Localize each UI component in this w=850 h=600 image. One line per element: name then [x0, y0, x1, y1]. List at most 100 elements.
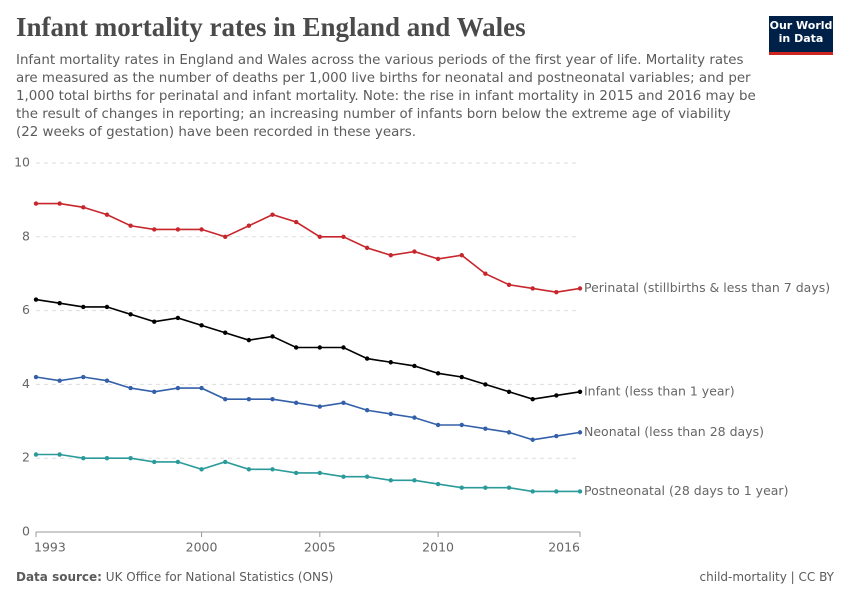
series-label[interactable]: Perinatal (stillbirths & less than 7 day…: [584, 280, 830, 295]
data-point: [104, 378, 110, 383]
data-point: [388, 253, 393, 258]
data-point: [483, 271, 488, 276]
data-point: [152, 459, 157, 465]
data-point: [388, 411, 393, 417]
data-point: [270, 396, 275, 402]
data-point: [199, 467, 204, 472]
data-point: [152, 389, 157, 394]
series-line: [36, 453, 580, 493]
title: Infant mortality rates in England and Wa…: [16, 12, 526, 42]
data-point: [81, 374, 86, 380]
series-label[interactable]: Neonatal (less than 28 days): [584, 424, 764, 439]
data-point: [293, 345, 299, 350]
x-tick-label: 2016: [548, 540, 580, 555]
data-point: [341, 474, 346, 479]
data-point: [199, 227, 204, 232]
data-point: [81, 304, 86, 310]
data-point: [435, 481, 441, 487]
data-point: [128, 312, 133, 317]
data-point: [199, 385, 204, 391]
series-label[interactable]: Postneonatal (28 days to 1 year): [584, 483, 788, 498]
data-point: [412, 363, 417, 369]
data-point: [577, 489, 583, 494]
data-point: [506, 282, 512, 287]
data-point: [317, 470, 323, 476]
data-point: [412, 478, 417, 483]
data-point: [246, 337, 252, 343]
data-point: [388, 360, 393, 365]
data-point: [483, 382, 488, 387]
data-point: [57, 301, 62, 306]
data-point: [81, 456, 86, 461]
data-point: [341, 345, 346, 350]
data-point: [199, 323, 204, 328]
data-point: [388, 478, 393, 483]
license[interactable]: child-mortality | CC BY: [699, 570, 834, 584]
data-point: [270, 467, 275, 472]
data-point: [530, 437, 535, 442]
source: Data source: UK Office for National Stat…: [16, 570, 333, 584]
logo-line: in Data: [778, 32, 824, 45]
data-point: [152, 319, 157, 324]
data-point: [459, 422, 464, 428]
data-point: [530, 396, 535, 402]
y-tick-label: 0: [22, 524, 30, 539]
source-label: Data source:: [16, 570, 102, 584]
data-point: [246, 467, 252, 472]
data-point: [223, 330, 228, 335]
x-tick-label: 2005: [304, 540, 336, 555]
data-point: [246, 396, 252, 402]
data-point: [128, 456, 133, 461]
data-point: [128, 385, 133, 391]
data-point: [364, 408, 370, 413]
subtitle: Infant mortality rates in England and Wa…: [16, 53, 756, 140]
data-point: [128, 223, 133, 228]
data-point: [341, 400, 346, 406]
data-point: [33, 297, 39, 302]
data-point: [246, 223, 252, 228]
data-point: [33, 201, 39, 206]
data-point: [175, 227, 181, 232]
series-line: [35, 376, 581, 441]
data-point: [293, 219, 299, 225]
data-point: [530, 489, 535, 494]
data-point: [364, 356, 370, 361]
data-point: [341, 234, 346, 239]
source-text[interactable]: UK Office for National Statistics (ONS): [105, 570, 334, 584]
data-point: [175, 385, 181, 391]
data-point: [81, 205, 86, 210]
data-point: [554, 393, 559, 398]
data-point: [459, 485, 464, 490]
data-point: [577, 286, 583, 291]
data-point: [459, 374, 464, 380]
data-point: [270, 334, 275, 339]
data-point: [554, 489, 559, 494]
series-line: [35, 298, 581, 400]
data-point: [57, 378, 62, 383]
data-point: [554, 289, 559, 295]
data-point: [364, 474, 370, 479]
logo-line: Our World: [769, 19, 833, 32]
x-tick-label: 2010: [422, 540, 454, 555]
y-tick-label: 4: [22, 376, 30, 391]
data-point: [152, 227, 157, 232]
data-point: [435, 256, 441, 262]
logo[interactable]: Our World in Data: [769, 16, 833, 55]
data-point: [57, 452, 62, 457]
data-point: [577, 389, 583, 394]
data-point: [317, 234, 323, 239]
data-point: [412, 415, 417, 420]
data-point: [317, 404, 323, 409]
data-point: [104, 456, 110, 461]
series-line: [36, 202, 581, 293]
data-point: [33, 374, 39, 380]
data-point: [506, 389, 512, 394]
data-point: [483, 485, 488, 490]
data-point: [554, 433, 559, 439]
series-label[interactable]: Infant (less than 1 year): [584, 383, 735, 398]
y-tick-label: 10: [14, 155, 30, 170]
data-point: [412, 249, 417, 254]
data-point: [104, 304, 110, 310]
